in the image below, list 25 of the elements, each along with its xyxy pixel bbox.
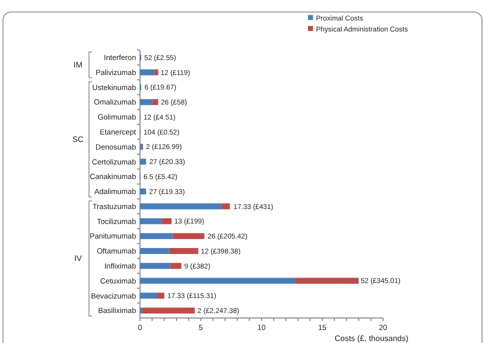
bar: [140, 248, 170, 254]
x-axis-title: Costs (£, thousands): [334, 334, 409, 343]
text: IV: [74, 254, 82, 264]
bar: [221, 203, 230, 210]
bar: [140, 158, 146, 165]
bar: [140, 278, 296, 284]
bar: [140, 292, 158, 299]
bar: [140, 262, 170, 269]
bar: [152, 99, 158, 106]
bar: [162, 218, 172, 224]
bar: [140, 69, 155, 76]
bar: [140, 188, 146, 194]
bar: [157, 292, 164, 299]
text: IM: [74, 60, 83, 70]
bar: [296, 278, 359, 284]
bar: [170, 262, 182, 269]
bar: [140, 233, 173, 240]
bar: [140, 203, 222, 210]
text: SC: [72, 135, 84, 144]
bar: [172, 233, 204, 240]
bar: [140, 99, 152, 106]
bar: [140, 218, 162, 224]
bar: [169, 248, 198, 254]
bar: [154, 69, 158, 76]
bar: [142, 308, 195, 314]
